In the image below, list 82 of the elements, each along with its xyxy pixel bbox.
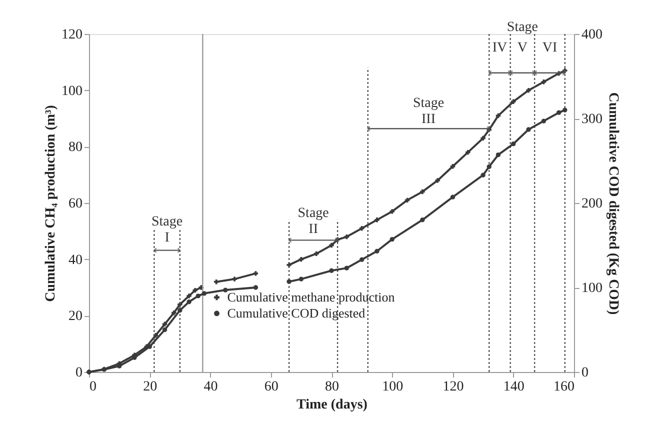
annotation: Stage II xyxy=(298,206,329,237)
annotation: IV xyxy=(492,40,508,56)
point xyxy=(172,310,176,316)
point xyxy=(186,300,192,304)
point xyxy=(511,99,516,104)
annotation: Stage III xyxy=(412,96,444,128)
point xyxy=(480,172,486,178)
x-tick-label: 20 xyxy=(143,380,158,394)
point xyxy=(404,198,410,203)
legend-label: Cumulative methane production xyxy=(227,289,396,304)
y-tick-label: 100 xyxy=(62,84,82,99)
point xyxy=(496,152,501,158)
point xyxy=(541,118,546,124)
y2-tick-label: 0 xyxy=(582,366,588,380)
point xyxy=(192,288,198,293)
annotation: Stage xyxy=(506,20,538,35)
point xyxy=(562,108,568,112)
point xyxy=(450,164,456,169)
point xyxy=(511,142,516,146)
point xyxy=(374,218,380,222)
point xyxy=(420,218,425,222)
y-tick-label: 60 xyxy=(68,196,82,212)
point xyxy=(253,271,258,276)
point xyxy=(162,327,168,332)
point xyxy=(178,308,182,313)
point xyxy=(435,178,440,183)
point xyxy=(298,256,304,262)
y-tick-label: 40 xyxy=(68,252,82,268)
x-tick-label: 0 xyxy=(90,380,96,394)
point xyxy=(526,127,531,132)
point xyxy=(214,280,219,284)
y2-tick-label: 400 xyxy=(582,28,602,42)
point xyxy=(359,226,364,231)
point xyxy=(298,276,304,282)
point xyxy=(344,266,349,270)
point xyxy=(186,294,192,298)
y-axis-title: Cumulative CH₄ production (m³) xyxy=(44,104,58,302)
x-axis-title: Time (days) xyxy=(296,398,368,412)
point xyxy=(374,248,380,254)
point xyxy=(541,80,546,84)
point xyxy=(420,189,425,194)
x-tick-label: 100 xyxy=(382,380,404,394)
y2-tick-label: 100 xyxy=(582,281,602,296)
point xyxy=(359,257,364,262)
point xyxy=(232,276,237,282)
point xyxy=(202,291,207,296)
point xyxy=(390,209,394,214)
annotation: Stage I xyxy=(152,214,183,246)
y-tick-label: 120 xyxy=(62,28,82,42)
annotation: V xyxy=(517,40,528,56)
y2-axis-title: Cumulative COD digested (Kg COD) xyxy=(606,92,620,316)
point xyxy=(162,322,168,326)
x-tick-label: 60 xyxy=(264,380,278,394)
y-tick-label: 0 xyxy=(76,366,82,380)
point xyxy=(480,136,486,141)
annotation: VI xyxy=(542,40,558,56)
point xyxy=(286,279,292,284)
point xyxy=(496,113,501,118)
point xyxy=(196,294,200,298)
point xyxy=(223,288,228,292)
x-tick-label: 160 xyxy=(554,380,574,394)
point xyxy=(556,110,562,115)
y-tick-label: 80 xyxy=(68,140,82,156)
point xyxy=(329,268,334,273)
x-tick-label: 80 xyxy=(325,380,339,394)
y2-tick-label: 200 xyxy=(582,196,602,212)
point xyxy=(329,242,334,248)
point xyxy=(486,164,492,170)
y-tick-label: 20 xyxy=(68,309,82,324)
point xyxy=(253,285,258,290)
point xyxy=(526,88,531,93)
point xyxy=(102,367,106,372)
legend-label: Cumulative COD digested xyxy=(227,305,366,320)
point xyxy=(344,234,349,240)
point xyxy=(466,150,470,155)
x-tick-label: 140 xyxy=(503,380,524,394)
x-tick-label: 120 xyxy=(442,380,464,394)
point xyxy=(314,251,319,256)
x-tick-label: 40 xyxy=(204,380,218,394)
y2-tick-label: 300 xyxy=(582,112,602,127)
point xyxy=(450,194,456,200)
point xyxy=(390,236,394,242)
